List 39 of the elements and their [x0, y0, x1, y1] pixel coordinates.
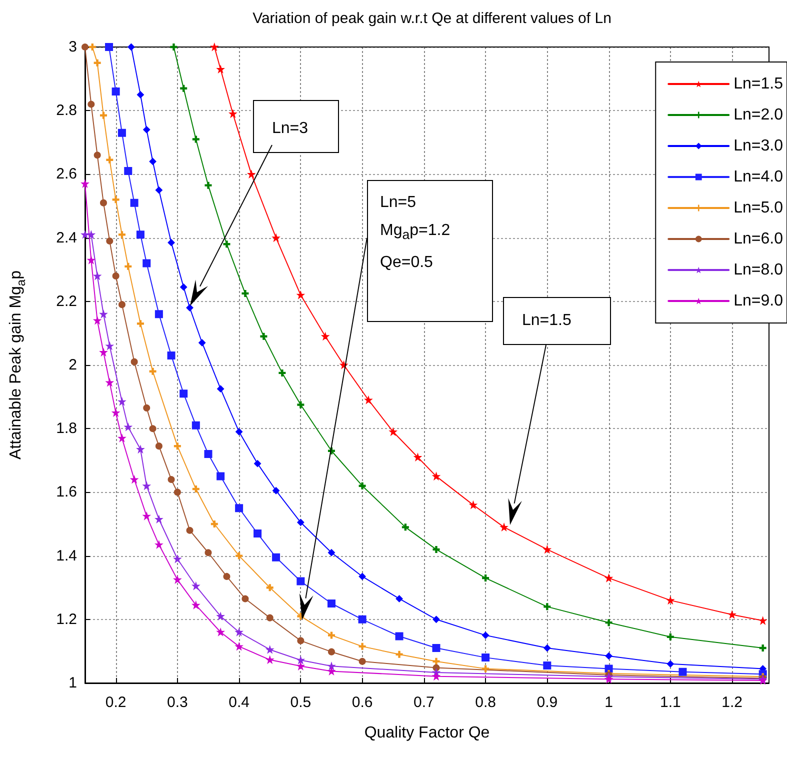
legend-label: Ln=1.5 [734, 76, 784, 92]
x-tick-label: 0.2 [105, 694, 126, 711]
x-tick-label: 0.6 [352, 694, 373, 711]
y-tick-label: 3 [68, 38, 77, 56]
y-tick-label: 1.6 [56, 484, 77, 501]
annotation: Ln=3 [272, 119, 310, 139]
x-tick-label: 0.7 [413, 694, 434, 711]
legend-label: Ln=5.0 [734, 200, 784, 216]
x-tick-label: 1 [604, 694, 613, 711]
x-tick-label: 0.5 [290, 694, 312, 711]
text-box: Ln=5 Mg$_{a}$p=1.2 Qe=0.5 [367, 180, 493, 322]
legend-label: Ln=9.0 [734, 292, 784, 310]
y-axis-title: Attainable Peak gain Mgap [8, 270, 28, 460]
y-tick-label: 2.8 [56, 102, 77, 120]
x-tick-label: 0.4 [228, 694, 250, 711]
y-tick-label: 2.2 [56, 292, 77, 310]
x-axis-title: Quality Factor Qe [364, 724, 490, 742]
legend-label: Ln=6.0 [734, 230, 784, 248]
chart-title: Variation of peak gain w.r.t Qe at different values of Ln [252, 10, 612, 27]
legend-label: Ln=8.0 [734, 262, 784, 278]
y-tick-label: 2.6 [56, 166, 77, 183]
y-tick-label: 1.8 [56, 420, 77, 438]
annotation: Ln=1.5 [522, 311, 572, 331]
x-tick-label: 1.1 [660, 694, 681, 711]
y-tick-label: 1 [68, 674, 77, 692]
legend-label: Ln=4.0 [734, 168, 784, 186]
x-tick-label: 0.9 [536, 694, 558, 711]
y-tick-label: 2.4 [56, 229, 77, 246]
legend-label: Ln=3.0 [734, 138, 784, 154]
y-tick-label: 2 [68, 356, 77, 374]
x-tick-label: 0.8 [475, 694, 496, 711]
text-box: Ln=3 [253, 100, 339, 153]
y-tick-label: 1.2 [56, 610, 77, 628]
legend-label: Ln=2.0 [734, 106, 784, 124]
x-tick-label: 1.2 [722, 694, 742, 711]
annotation: Ln=5 Mg$_{a}$p=1.2 Qe=0.5 [380, 193, 452, 274]
text-box: Ln=1.5 [503, 297, 611, 345]
x-tick-label: 0.3 [167, 694, 188, 711]
y-tick-label: 1.4 [56, 547, 77, 564]
